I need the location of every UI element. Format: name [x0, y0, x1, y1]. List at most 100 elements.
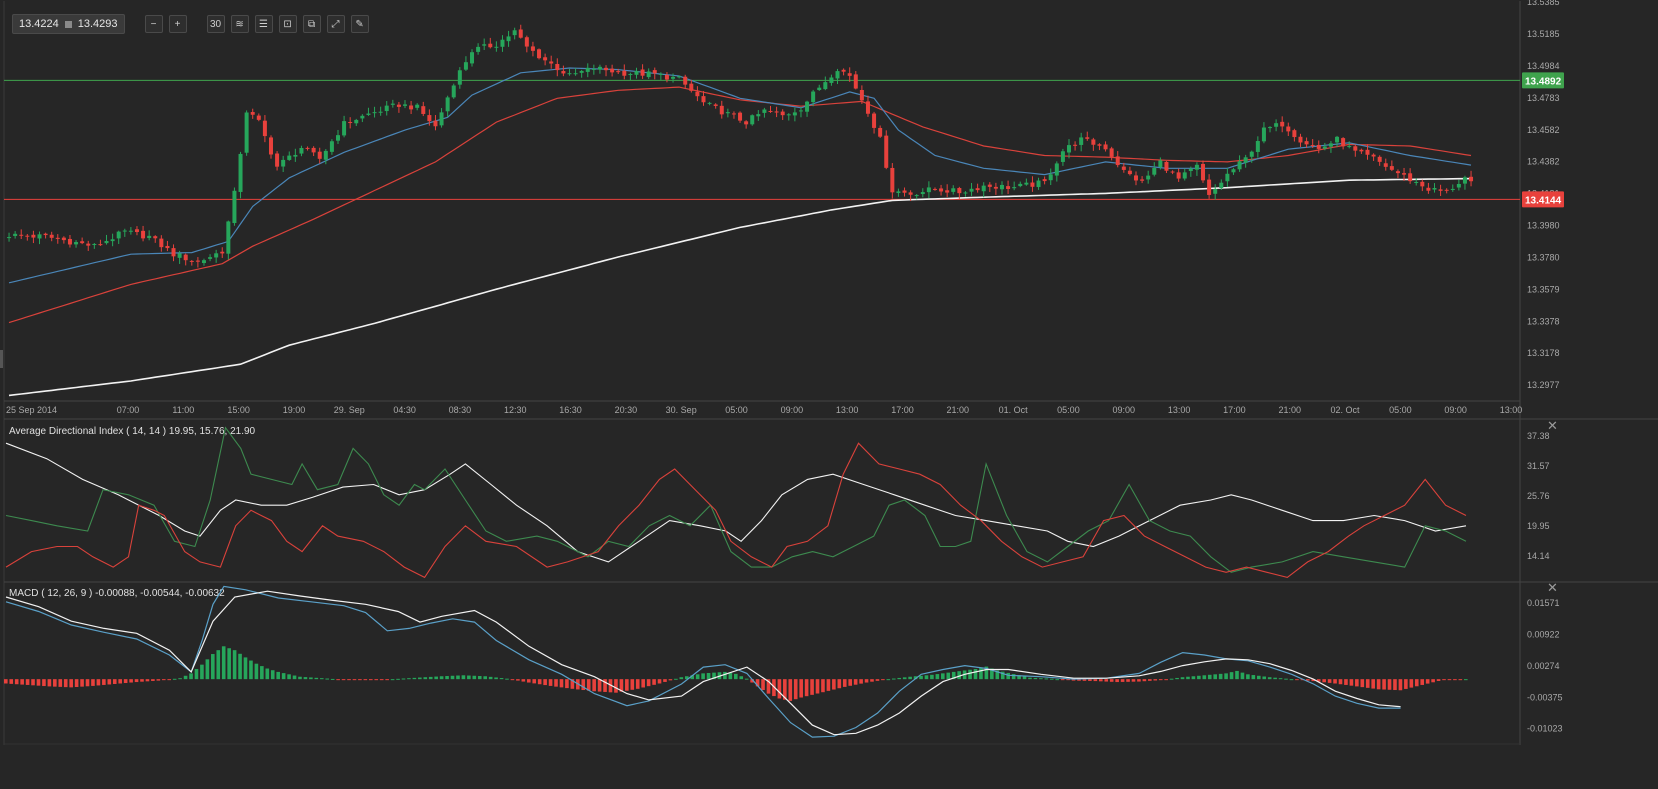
candle[interactable]	[80, 241, 85, 244]
candle[interactable]	[74, 242, 79, 245]
candle[interactable]	[500, 39, 505, 47]
candle[interactable]	[646, 71, 651, 78]
candle[interactable]	[1462, 177, 1467, 184]
candle[interactable]	[360, 115, 365, 119]
candle[interactable]	[1316, 144, 1321, 149]
candle[interactable]	[878, 127, 883, 137]
candle[interactable]	[707, 102, 712, 104]
candle[interactable]	[1328, 143, 1333, 147]
candle[interactable]	[1243, 157, 1248, 163]
candle[interactable]	[585, 67, 590, 72]
zoom-in-icon[interactable]: +	[168, 15, 187, 33]
candle[interactable]	[183, 254, 188, 261]
candle[interactable]	[865, 101, 870, 114]
candle[interactable]	[1426, 187, 1431, 191]
candle[interactable]	[1225, 173, 1230, 182]
candle[interactable]	[1012, 187, 1017, 189]
candle[interactable]	[372, 112, 377, 114]
candle[interactable]	[335, 135, 340, 141]
candle[interactable]	[1310, 145, 1315, 147]
candle[interactable]	[342, 121, 347, 136]
candle[interactable]	[256, 115, 261, 120]
candle[interactable]	[689, 83, 694, 91]
candle[interactable]	[1030, 182, 1035, 187]
candle[interactable]	[378, 111, 383, 113]
candle[interactable]	[1365, 149, 1370, 155]
candle[interactable]	[116, 231, 121, 239]
candle[interactable]	[31, 234, 36, 238]
candle[interactable]	[640, 69, 645, 76]
draw-icon[interactable]: ✎	[350, 15, 369, 33]
candle[interactable]	[1395, 171, 1400, 174]
candle[interactable]	[92, 243, 97, 245]
candle[interactable]	[55, 237, 60, 239]
candle[interactable]	[49, 234, 54, 238]
candle[interactable]	[232, 190, 237, 224]
candle[interactable]	[1066, 145, 1071, 153]
candle[interactable]	[457, 70, 462, 85]
candle[interactable]	[1341, 138, 1346, 147]
copy-icon[interactable]: ⧉	[302, 15, 321, 33]
candle[interactable]	[677, 76, 682, 78]
candle[interactable]	[1408, 173, 1413, 182]
candle[interactable]	[128, 230, 133, 232]
candle[interactable]	[299, 147, 304, 154]
candle[interactable]	[396, 104, 401, 107]
candle[interactable]	[1450, 188, 1455, 190]
candle[interactable]	[506, 36, 511, 42]
candle[interactable]	[1152, 168, 1157, 175]
candle[interactable]	[451, 85, 456, 98]
candle[interactable]	[1079, 137, 1084, 145]
candle[interactable]	[731, 113, 736, 115]
candle[interactable]	[884, 135, 889, 168]
candle[interactable]	[1438, 189, 1443, 191]
candle[interactable]	[189, 260, 194, 262]
candle[interactable]	[293, 154, 298, 157]
candle[interactable]	[786, 114, 791, 116]
candle[interactable]	[744, 121, 749, 125]
candle[interactable]	[287, 155, 292, 160]
candle[interactable]	[926, 187, 931, 193]
candle[interactable]	[573, 73, 578, 75]
candle[interactable]	[969, 188, 974, 192]
candle[interactable]	[975, 188, 980, 191]
candle[interactable]	[482, 44, 487, 46]
candle[interactable]	[561, 71, 566, 74]
candle[interactable]	[1292, 130, 1297, 138]
candle[interactable]	[384, 105, 389, 112]
candle[interactable]	[1322, 146, 1327, 149]
candle[interactable]	[902, 190, 907, 193]
candle[interactable]	[841, 69, 846, 72]
candle[interactable]	[110, 239, 115, 242]
candle[interactable]	[537, 49, 542, 59]
candle[interactable]	[1018, 183, 1023, 187]
candle[interactable]	[61, 237, 66, 241]
indicators-icon[interactable]: ≋	[230, 15, 249, 33]
candle[interactable]	[524, 37, 529, 47]
candle[interactable]	[798, 110, 803, 112]
candle[interactable]	[445, 97, 450, 112]
candle[interactable]	[1115, 156, 1120, 166]
candle[interactable]	[610, 68, 615, 73]
candle[interactable]	[530, 46, 535, 51]
candle[interactable]	[494, 46, 499, 48]
candle[interactable]	[1097, 144, 1102, 146]
candle[interactable]	[939, 188, 944, 192]
candle[interactable]	[134, 229, 139, 233]
candle[interactable]	[1121, 166, 1126, 170]
candle[interactable]	[329, 141, 334, 152]
candle[interactable]	[1146, 175, 1151, 180]
candle[interactable]	[920, 192, 925, 195]
candle[interactable]	[275, 153, 280, 167]
candle[interactable]	[1335, 136, 1340, 143]
candle[interactable]	[311, 147, 316, 153]
candle[interactable]	[1353, 146, 1358, 151]
candle[interactable]	[1103, 144, 1108, 150]
candle[interactable]	[1042, 179, 1047, 182]
candle[interactable]	[981, 185, 986, 192]
candle[interactable]	[439, 112, 444, 126]
candle[interactable]	[823, 82, 828, 90]
candle[interactable]	[153, 236, 158, 239]
candle[interactable]	[1255, 141, 1260, 152]
zoom-out-icon[interactable]: −	[144, 15, 163, 33]
